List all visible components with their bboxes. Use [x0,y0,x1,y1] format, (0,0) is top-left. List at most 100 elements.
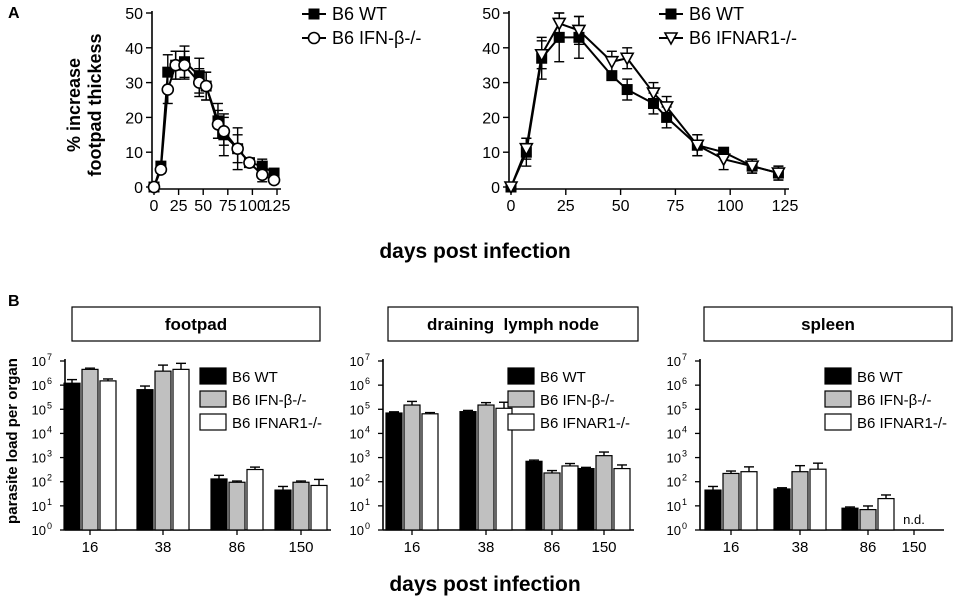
legend-footpad: B6 WT B6 IFN-β-/- B6 IFNAR1-/- [199,367,322,432]
x-tick-label: 150 [288,539,313,556]
legend-swatch [824,390,852,408]
y-tick-label: 10 [667,451,681,466]
legend-swatch [199,413,227,431]
y-tick-exponent: 1 [47,497,52,507]
x-axis-label-a: days post infection [379,240,570,263]
y-tick-label: 30 [125,76,143,93]
x-tick-label: 150 [591,539,616,556]
bar-b6-ifn-day-16 [722,472,740,531]
bar-b6-ifnar1-day-86 [877,497,895,531]
data-point [716,153,731,167]
series-a-right [503,12,786,195]
title-box-footpad [71,306,321,342]
data-point [619,52,635,66]
y-tick-label: 10 [125,145,143,162]
y-tick-label: 10 [32,426,46,441]
x-tick-label: 0 [150,198,159,215]
bar-b6-ifn-day-86 [228,481,246,531]
bar-b6-ifnar1-day-150 [613,467,631,531]
y-tick-exponent: 2 [682,473,687,483]
y-tick-exponent: 6 [47,376,52,386]
x-tick-label: 38 [478,539,495,556]
bar-b6-wt-day-86 [841,507,859,531]
y-tick-label: 10 [350,499,364,514]
title-box-lymph-node [387,306,639,342]
legend-lymph-node: B6 WT B6 IFN-β-/- B6 IFNAR1-/- [507,367,630,432]
chart-title-footpad: footpad [165,315,227,334]
data-point [199,79,213,93]
y-tick-label: 10 [667,354,681,369]
x-tick-label: 38 [792,539,809,556]
x-tick-label: 100 [717,198,744,215]
data-point [571,24,587,39]
legend-swatch [824,413,852,431]
y-tick-label: 10 [667,426,681,441]
y-tick-label: 10 [667,402,681,417]
legend-label: B6 IFNAR1-/- [857,415,947,432]
y-tick-label: 10 [32,354,46,369]
x-tick-label: 125 [772,198,799,215]
legend-a-left: B6 WT B6 IFN-β-/- [302,4,421,48]
data-point [518,142,534,157]
series-b6-ifn [147,50,281,194]
chart-title-lymph-node: draining lymph node [427,315,599,334]
panel-label-b: B [8,293,20,310]
x-tick-label: 75 [219,198,237,215]
y-tick-exponent: 5 [365,400,370,410]
legend-label: B6 IFN-β-/- [332,28,421,48]
y-tick-exponent: 0 [365,521,370,531]
data-point [267,173,281,187]
y-tick-exponent: 1 [365,497,370,507]
y-tick-label: 10 [482,145,500,162]
y-tick-exponent: 3 [682,449,687,459]
bar-b6-wt-day-38 [136,389,154,531]
bar-b6-wt-day-16 [385,412,403,531]
y-tick-label: 10 [350,402,364,417]
legend-spleen: B6 WT B6 IFN-β-/- B6 IFNAR1-/- [824,367,947,432]
legend-label: B6 IFN-β-/- [232,392,306,409]
x-tick-label: 86 [544,539,561,556]
title-box-spleen [703,306,953,342]
y-tick-label: 10 [667,378,681,393]
bar-b6-wt-day-38 [459,411,477,531]
bar-b6-ifnar1-day-38 [172,368,190,531]
y-tick-exponent: 5 [682,400,687,410]
data-point [604,55,620,70]
x-tick-label: 86 [229,539,246,556]
y-tick-exponent: 7 [47,352,52,362]
y-tick-label: 10 [32,451,46,466]
annotation-not-detected: n.d. [903,512,925,527]
y-tick-exponent: 6 [682,376,687,386]
y-tick-exponent: 5 [47,400,52,410]
y-tick-exponent: 1 [682,497,687,507]
bar-b6-wt-day-16 [63,382,81,531]
bar-b6-ifn-day-16 [81,368,99,531]
y-tick-exponent: 4 [47,424,52,434]
bars-spleen: n.d. [704,462,925,531]
data-point [255,168,269,182]
legend-label: B6 WT [689,4,744,24]
data-point [659,101,674,115]
x-tick-label: 38 [155,539,172,556]
bar-b6-wt-day-38 [773,488,791,531]
data-point [243,156,256,169]
y-tick-label: 40 [125,41,143,58]
y-axis-label-line2: footpad thickess [85,33,105,176]
bar-b6-ifn-day-86 [543,472,561,531]
y-tick-exponent: 7 [682,352,687,362]
bar-b6-ifn-day-150 [595,455,613,531]
legend-swatch [824,367,852,385]
legend-label: B6 IFNAR1-/- [540,415,630,432]
x-tick-label: 125 [264,198,291,215]
y-tick-label: 10 [350,451,364,466]
bar-b6-ifn-day-16 [403,404,421,531]
data-point [147,180,161,194]
data-point [161,83,175,96]
legend-label: B6 IFNAR1-/- [689,28,797,48]
y-tick-label: 10 [667,475,681,490]
y-tick-label: 40 [482,41,500,58]
